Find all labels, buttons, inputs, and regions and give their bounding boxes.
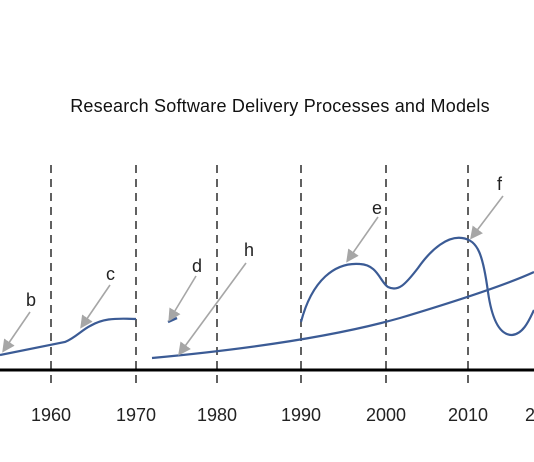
arrow-e (346, 216, 379, 263)
label-d: d (192, 256, 202, 276)
curve-b-c (0, 317, 137, 357)
curve-e-f (299, 236, 534, 337)
year-label: 1960 (31, 405, 71, 425)
year-label: 2000 (366, 405, 406, 425)
year-label: 1970 (116, 405, 156, 425)
arrow-f (470, 195, 504, 240)
year-label: 2 (525, 405, 534, 425)
label-h: h (244, 240, 254, 260)
arrow-b (2, 311, 31, 353)
arrow-c (80, 284, 111, 329)
arrow-h (178, 262, 247, 356)
diagram-title: Research Software Delivery Processes and… (70, 96, 490, 116)
year-label: 1990 (281, 405, 321, 425)
year-label: 1980 (197, 405, 237, 425)
label-c: c (106, 264, 115, 284)
label-b: b (26, 290, 36, 310)
year-label: 2010 (448, 405, 488, 425)
curve-h (151, 270, 534, 360)
arrow-d (168, 275, 197, 322)
label-e: e (372, 198, 382, 218)
label-f: f (497, 174, 503, 194)
